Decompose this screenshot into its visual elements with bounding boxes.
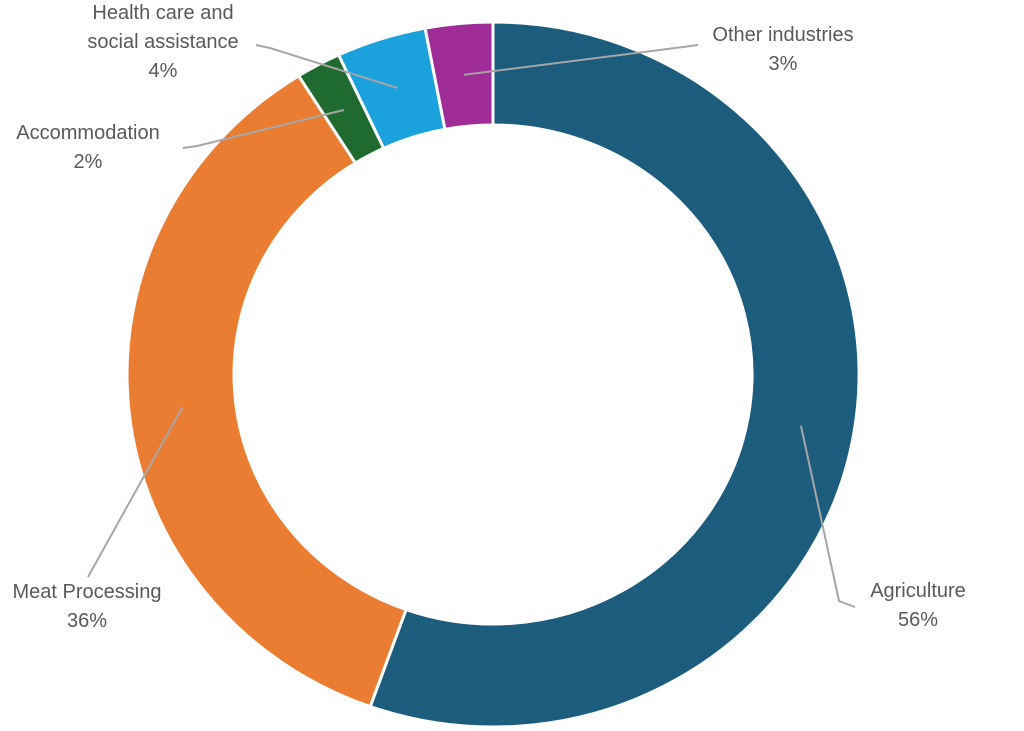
slice-percent: 36%: [66, 610, 108, 632]
slice-label: Health care and social assistance: [87, 2, 239, 53]
slice-label: Other industries: [712, 24, 854, 46]
slice-percent: 3%: [768, 53, 798, 75]
slice-percent: 2%: [73, 151, 103, 173]
leader-line-meat-processing: [87, 406, 184, 578]
leader-line-accommodation: [182, 109, 345, 149]
leader-line-agriculture: [799, 425, 856, 608]
label-accommodation: Accommodation 2%: [0, 119, 198, 177]
slice-label: Meat Processing: [12, 581, 162, 603]
leader-line-other-industries: [463, 44, 699, 76]
label-health-care: Health care and social assistance 4%: [73, 0, 253, 86]
slice-label: Agriculture: [870, 580, 966, 602]
slice-percent: 4%: [148, 60, 178, 82]
label-other-industries: Other industries 3%: [673, 21, 893, 79]
slice-percent: 56%: [897, 609, 939, 631]
label-agriculture: Agriculture 56%: [808, 577, 1024, 635]
slice-meat-processing: [125, 74, 408, 709]
leader-line-health-care: [255, 44, 398, 89]
label-meat-processing: Meat Processing 36%: [0, 578, 197, 636]
slice-label: Accommodation: [16, 122, 160, 144]
slice-agriculture: [368, 20, 861, 729]
slice-other-industries: [423, 20, 495, 131]
